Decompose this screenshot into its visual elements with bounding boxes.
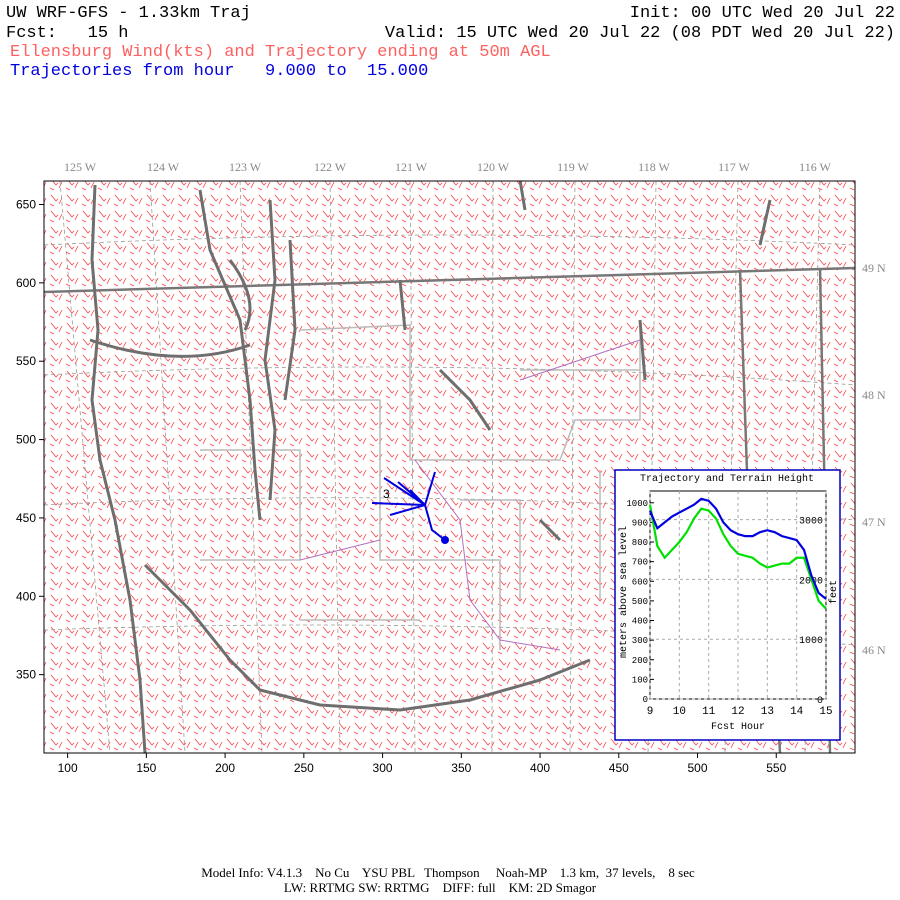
x-tick-label: 400 bbox=[530, 761, 550, 775]
trajectory-label: 3 bbox=[383, 487, 390, 501]
longitude-label: 125 W bbox=[64, 160, 97, 174]
county-lines bbox=[200, 324, 641, 650]
longitude-label: 124 W bbox=[147, 160, 180, 174]
x-axis-label: Fcst Hour bbox=[711, 722, 765, 733]
inset-title: Trajectory and Terrain Height bbox=[640, 473, 814, 485]
y-tick-label: 400 bbox=[632, 617, 648, 627]
title: UW WRF-GFS - 1.33km Traj bbox=[6, 4, 251, 23]
longitude-label: 119 W bbox=[557, 160, 589, 174]
longitude-label: 122 W bbox=[314, 160, 347, 174]
y-tick-label: 350 bbox=[16, 668, 36, 682]
y-tick-label: 0 bbox=[643, 695, 648, 705]
series-line bbox=[648, 504, 827, 610]
x-tick-label: 13 bbox=[761, 706, 774, 718]
y-tick-label: 450 bbox=[16, 511, 36, 525]
y-tick-label: 200 bbox=[632, 656, 648, 666]
x-tick-label: 450 bbox=[609, 761, 629, 775]
y2-tick-label: 2000 bbox=[799, 576, 823, 587]
x-tick-label: 200 bbox=[215, 761, 235, 775]
y-tick-label: 300 bbox=[632, 636, 648, 646]
x-tick-label: 350 bbox=[451, 761, 471, 775]
x-tick-label: 15 bbox=[819, 706, 832, 718]
latitude-label: 46 N bbox=[862, 643, 886, 657]
y-tick-label: 900 bbox=[632, 518, 648, 528]
y-tick-label: 700 bbox=[632, 558, 648, 568]
x-tick-label: 14 bbox=[790, 706, 804, 718]
y-tick-label: 600 bbox=[16, 276, 36, 290]
latitude-label: 47 N bbox=[862, 515, 886, 529]
graticule bbox=[44, 181, 855, 753]
x-tick-label: 150 bbox=[136, 761, 156, 775]
y2-tick-label: 0 bbox=[817, 696, 823, 707]
latitude-label: 48 N bbox=[862, 388, 886, 402]
x-tick-label: 300 bbox=[373, 761, 393, 775]
longitude-label: 116 W bbox=[799, 160, 831, 174]
x-tick-label: 550 bbox=[766, 761, 786, 775]
y-tick-label: 650 bbox=[16, 198, 36, 212]
x-tick-label: 500 bbox=[688, 761, 708, 775]
longitude-label: 120 W bbox=[477, 160, 510, 174]
y-tick-label: 500 bbox=[16, 433, 36, 447]
x-tick-label: 12 bbox=[731, 706, 744, 718]
y-tick-label: 600 bbox=[632, 577, 648, 587]
y2-axis-label: feet bbox=[828, 580, 840, 604]
subtitle: Ellensburg Wind(kts) and Trajectory endi… bbox=[10, 43, 551, 62]
x-tick-label: 10 bbox=[673, 706, 686, 718]
longitude-label: 123 W bbox=[229, 160, 262, 174]
y-tick-label: 1000 bbox=[626, 499, 648, 509]
trajectory bbox=[371, 471, 449, 544]
longitude-label: 118 W bbox=[638, 160, 670, 174]
x-tick-label: 100 bbox=[58, 761, 78, 775]
y-tick-label: 800 bbox=[632, 538, 648, 548]
rivers bbox=[299, 339, 641, 651]
x-tick-label: 250 bbox=[294, 761, 314, 775]
init: Init: 00 UTC Wed 20 Jul 22 bbox=[630, 4, 895, 23]
x-tick-label: 11 bbox=[702, 706, 716, 718]
y2-tick-label: 3000 bbox=[799, 517, 823, 528]
y-tick-label: 500 bbox=[632, 597, 648, 607]
footer-line2: LW: RRTMG SW: RRTMG DIFF: full KM: 2D Sm… bbox=[284, 880, 597, 895]
y2-tick-label: 1000 bbox=[799, 636, 823, 647]
y-axis-label: meters above sea level bbox=[618, 526, 630, 658]
footer-line1: Model Info: V4.1.3 No Cu YSU PBL Thompso… bbox=[201, 865, 695, 880]
inset-chart: Trajectory and Terrain Height Fcst Hour … bbox=[614, 469, 841, 741]
y-tick-label: 400 bbox=[16, 589, 36, 603]
valid: Valid: 15 UTC Wed 20 Jul 22 (08 PDT Wed … bbox=[385, 24, 895, 43]
latitude-label: 49 N bbox=[862, 261, 886, 275]
y-tick-label: 100 bbox=[632, 675, 648, 685]
map: 3 bbox=[44, 181, 855, 753]
x-tick-label: 9 bbox=[647, 706, 654, 718]
map-frame bbox=[43, 180, 856, 754]
fcst: Fcst: 15 h bbox=[6, 24, 128, 43]
trajectories: Trajectories from hour 9.000 to 15.000 bbox=[10, 62, 428, 81]
longitude-label: 117 W bbox=[718, 160, 750, 174]
longitude-label: 121 W bbox=[395, 160, 428, 174]
y-tick-label: 550 bbox=[16, 354, 36, 368]
series-line bbox=[648, 497, 827, 600]
coastline bbox=[89, 181, 772, 753]
